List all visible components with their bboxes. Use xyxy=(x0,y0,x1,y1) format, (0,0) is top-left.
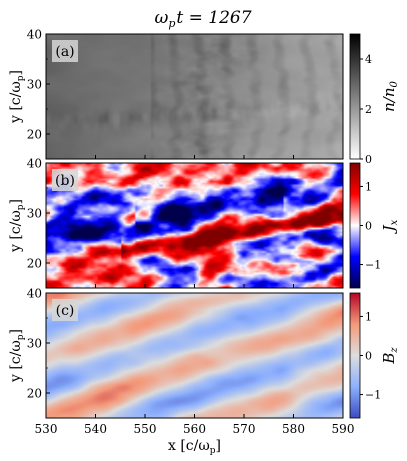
colorbar-tick-label: 4 xyxy=(365,53,372,66)
colorbar xyxy=(349,162,361,289)
y-axis-label: y [c/ωp] xyxy=(8,329,26,383)
y-axis-label: y [c/ωp] xyxy=(8,199,26,253)
y-tick-label: 30 xyxy=(27,78,42,92)
x-tick-label: 580 xyxy=(282,422,305,436)
colorbar-tick-label: 1 xyxy=(365,180,372,193)
heatmap-current xyxy=(46,163,343,288)
y-tick-label: 40 xyxy=(27,157,42,171)
y-axis-label: y [c/ωp] xyxy=(8,70,26,124)
panel-density: (a) 20 30 40 y [c/ωp] 0 2 4 n/n0 xyxy=(8,28,400,167)
x-tick-label: 590 xyxy=(332,422,355,436)
colorbar-tick-label: −1 xyxy=(365,389,381,402)
panel-label-box xyxy=(52,169,78,191)
colorbar-tick-label: −1 xyxy=(365,259,381,272)
heatmap-density xyxy=(46,34,343,159)
y-tick-label: 20 xyxy=(27,257,42,271)
y-tick-label: 20 xyxy=(27,128,42,142)
colorbar-tick-label: 0 xyxy=(365,220,372,233)
x-tick-label: 550 xyxy=(134,422,157,436)
title-omega: ω xyxy=(154,8,168,28)
panel-label-box xyxy=(52,40,78,62)
y-tick-label: 30 xyxy=(27,207,42,221)
x-tick-label: 530 xyxy=(35,422,58,436)
colorbar-tick-label: 2 xyxy=(365,103,372,116)
x-tick-label: 540 xyxy=(84,422,107,436)
title-sub: p xyxy=(168,17,175,30)
colorbar-label: Bz xyxy=(380,347,400,365)
panel-label: (c) xyxy=(56,303,75,319)
x-tick-label: 560 xyxy=(183,422,206,436)
colorbar-label: Jx xyxy=(380,219,400,234)
panel-current: (b) 20 30 40 y [c/ωp] −1 0 1 Jx xyxy=(8,157,400,289)
panel-label: (a) xyxy=(55,44,74,60)
panel-label: (b) xyxy=(55,173,75,189)
figure-title: ωpt = 1267 xyxy=(154,8,251,30)
colorbar-tick-label: 1 xyxy=(365,310,372,323)
colorbar xyxy=(349,292,361,419)
x-tick-label: 570 xyxy=(233,422,256,436)
panel-field: (c) 20 30 40 530 540 550 560 570 580 590 x [c/ωp] y … xyxy=(8,287,400,457)
colorbar-tick-label: 0 xyxy=(365,350,372,363)
y-tick-label: 20 xyxy=(27,387,42,401)
y-tick-label: 40 xyxy=(27,287,42,301)
colorbar-label: n/n0 xyxy=(380,81,400,112)
panel-label-box xyxy=(52,299,78,321)
colorbar xyxy=(349,33,361,160)
y-tick-label: 30 xyxy=(27,337,42,351)
y-tick-label: 40 xyxy=(27,28,42,42)
colorbar-tick-label: 0 xyxy=(365,153,372,166)
x-axis-label: x [c/ωp] xyxy=(168,438,221,456)
title-rest: t = 1267 xyxy=(176,8,251,28)
heatmap-field xyxy=(46,293,343,418)
